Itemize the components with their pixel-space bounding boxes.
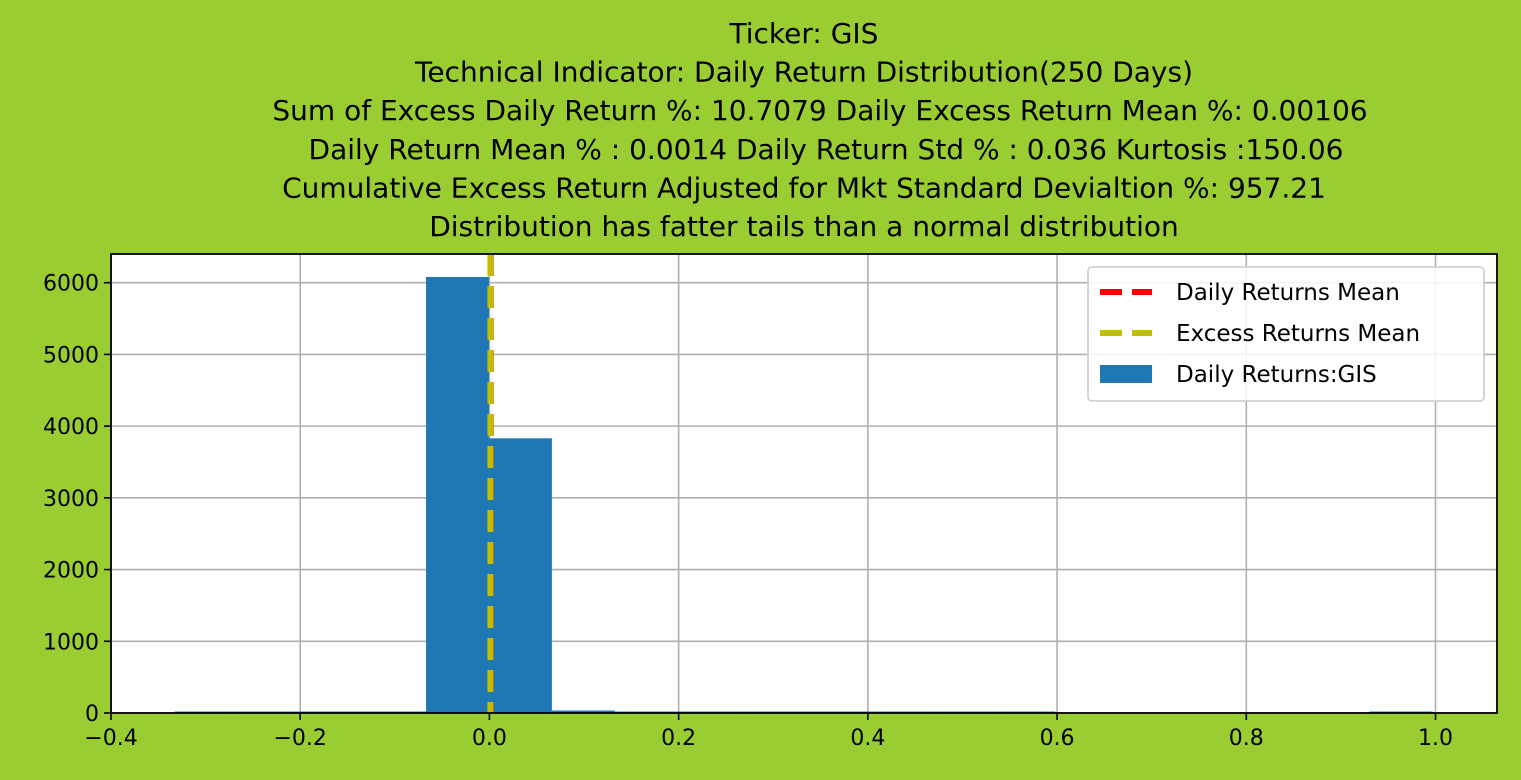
x-tick-label: 0.4 <box>850 726 885 751</box>
title-line-0: Ticker: GIS <box>729 17 879 50</box>
x-tick-label: 0.0 <box>472 726 507 751</box>
plot-frame <box>110 253 1498 714</box>
x-tick-label: −0.4 <box>84 726 137 751</box>
y-tick-label: 0 <box>85 702 99 727</box>
y-tick-label: 1000 <box>43 630 99 655</box>
title-line-5: Distribution has fatter tails than a nor… <box>429 210 1179 243</box>
legend: Daily Returns Mean Excess Returns Mean Dai… <box>1087 266 1485 402</box>
legend-label: Daily Returns Mean <box>1176 280 1400 306</box>
y-tick-label: 5000 <box>43 343 99 368</box>
y-tick-label: 2000 <box>43 559 99 584</box>
y-tick-label: 4000 <box>43 415 99 440</box>
title-line-1: Technical Indicator: Daily Return Distri… <box>414 56 1193 89</box>
y-tick-label: 6000 <box>43 272 99 297</box>
title-line-4: Cumulative Excess Return Adjusted for Mk… <box>282 171 1326 204</box>
legend-label: Excess Returns Mean <box>1176 321 1420 347</box>
histogram-bars <box>174 276 1433 713</box>
histogram-bar <box>488 438 552 713</box>
legend-box <box>1087 266 1485 402</box>
legend-label: Daily Returns:GIS <box>1176 362 1377 388</box>
x-tick-label: 0.8 <box>1229 726 1264 751</box>
x-tick-label: 0.6 <box>1040 726 1075 751</box>
y-tick-label: 3000 <box>43 487 99 512</box>
legend-patch-swatch <box>1100 365 1152 383</box>
histogram-bar <box>551 710 615 713</box>
title-line-3: Daily Return Mean % : 0.0014 Daily Retur… <box>309 133 1344 166</box>
x-tick-label: 1.0 <box>1418 726 1453 751</box>
x-tick-label: 0.2 <box>661 726 696 751</box>
title-line-2: Sum of Excess Daily Return %: 10.7079 Da… <box>272 94 1367 127</box>
histogram-bar <box>426 276 489 713</box>
x-tick-label: −0.2 <box>274 726 327 751</box>
y-axis: 0 1000 2000 3000 4000 5000 6000 <box>43 272 111 727</box>
x-axis: −0.4 −0.2 0.0 0.2 0.4 0.6 0.8 1.0 <box>84 713 1453 751</box>
chart-title: Ticker: GIS Technical Indicator: Daily Re… <box>272 17 1367 243</box>
